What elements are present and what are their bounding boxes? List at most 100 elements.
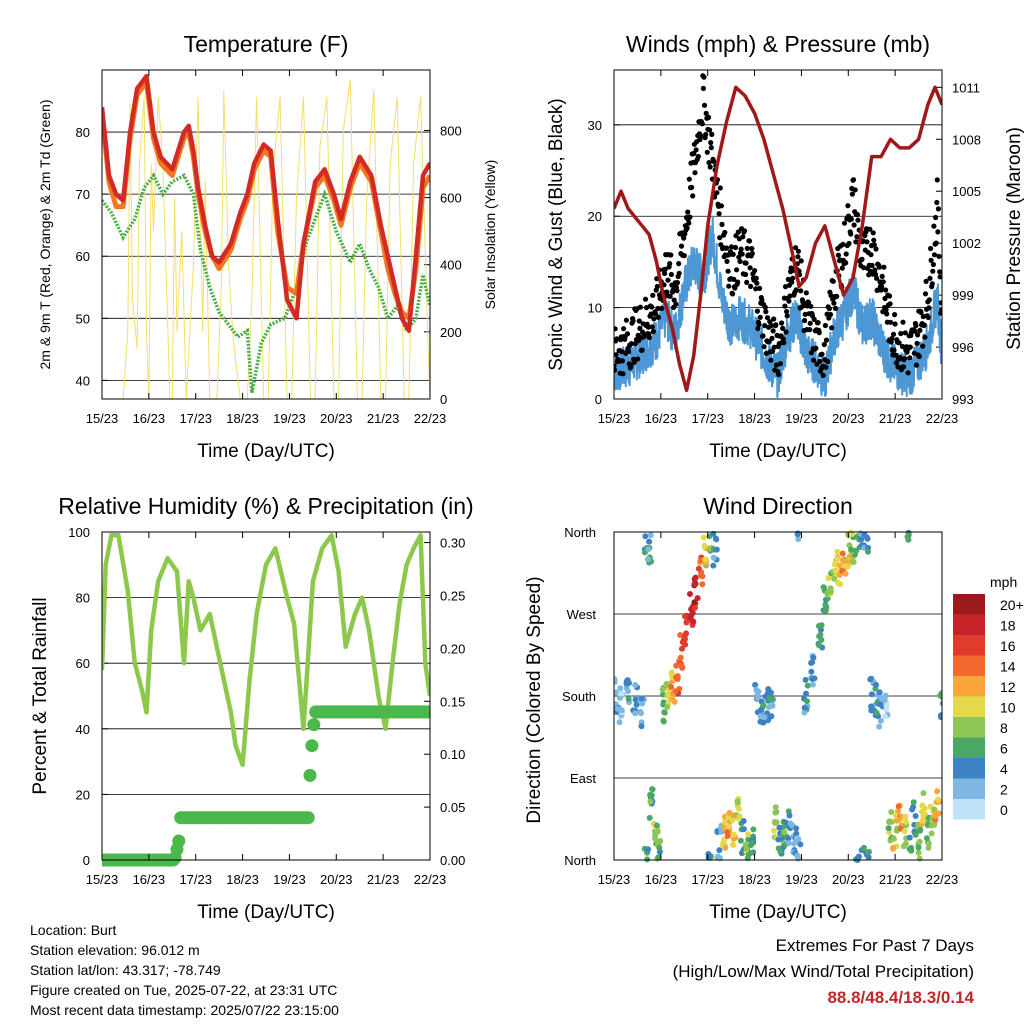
gust-point <box>916 353 922 360</box>
gust-point <box>719 221 725 227</box>
gust-point <box>887 301 893 307</box>
direction-point <box>632 710 639 717</box>
gust-point <box>930 261 937 268</box>
legend-swatch <box>953 594 985 615</box>
gust-point <box>761 344 767 350</box>
winds-y-tick-label: 30 <box>588 118 602 133</box>
solar-insolation-line <box>102 80 430 399</box>
direction-point <box>645 846 652 853</box>
gust-point <box>777 361 784 367</box>
direction-point <box>638 723 645 730</box>
legend-swatch <box>953 717 985 738</box>
direction-point <box>700 534 707 541</box>
direction-point <box>754 688 761 695</box>
gust-point <box>922 291 929 297</box>
gust-point <box>816 330 822 336</box>
direction-point <box>654 828 661 835</box>
winds-y-tick-label: 0 <box>595 392 602 407</box>
gust-point <box>632 341 639 347</box>
temperature-x-axis-label: Time (Day/UTC) <box>197 441 335 462</box>
gust-point <box>744 245 750 251</box>
direction-point <box>661 709 668 716</box>
direction-point <box>618 707 625 714</box>
gust-point <box>662 266 668 272</box>
gust-point <box>681 235 687 241</box>
direction-point <box>794 531 801 538</box>
direction-point <box>867 676 874 683</box>
gust-point <box>626 349 632 355</box>
direction-point <box>795 536 802 543</box>
gust-point <box>630 318 636 324</box>
gust-point <box>757 314 763 320</box>
humidity-y2-tick-label: 0.25 <box>440 588 465 603</box>
direction-point <box>785 840 792 847</box>
direction-point <box>645 546 652 553</box>
gust-point <box>914 340 920 346</box>
humidity-x-tick-label: 22/23 <box>414 872 447 887</box>
direction-point <box>850 559 857 565</box>
gust-point <box>723 245 730 251</box>
direction-point <box>679 664 686 671</box>
extremes-values: 88.8/48.4/18.3/0.14 <box>827 988 974 1007</box>
direction-x-tick-label: 17/23 <box>691 872 724 887</box>
gust-point <box>886 293 893 299</box>
direction-point <box>878 701 885 708</box>
direction-point <box>865 849 872 855</box>
direction-point <box>895 817 902 824</box>
gust-point <box>785 276 791 282</box>
winds-y2-tick-label: 1008 <box>952 132 981 147</box>
gust-point <box>709 131 715 137</box>
humidity-y2-tick-label: 0.10 <box>440 747 465 762</box>
legend-label: 6 <box>1000 741 1008 757</box>
gust-point <box>749 246 755 252</box>
gust-point <box>854 212 861 218</box>
direction-y-axis-label: Direction (Colored By Speed) <box>524 576 545 823</box>
legend-label: 16 <box>1000 638 1016 654</box>
gust-point <box>928 257 934 263</box>
direction-point <box>845 563 851 570</box>
gust-point <box>619 358 626 364</box>
gust-point <box>817 358 823 364</box>
gust-point <box>697 136 703 143</box>
gust-point <box>741 228 748 234</box>
gust-point <box>938 300 942 306</box>
direction-point <box>712 535 719 542</box>
gust-point <box>883 287 889 293</box>
gust-point <box>840 241 846 247</box>
gust-point <box>771 344 777 350</box>
gust-point <box>917 327 923 333</box>
direction-point <box>649 786 656 793</box>
gust-point <box>888 319 894 325</box>
gust-point <box>635 356 641 362</box>
direction-point <box>868 691 875 698</box>
direction-point <box>722 844 729 851</box>
direction-x-tick-label: 16/23 <box>645 872 678 887</box>
direction-point <box>771 818 778 825</box>
direction-point <box>761 714 768 720</box>
gust-point <box>879 283 885 290</box>
temperature-y-tick-label: 60 <box>76 249 90 264</box>
gust-point <box>867 226 873 232</box>
direction-point <box>735 805 742 812</box>
winds-x-tick-label: 16/23 <box>645 411 678 426</box>
precip-point <box>301 811 315 825</box>
legend-swatch <box>953 614 985 635</box>
direction-point <box>688 612 695 619</box>
direction-point <box>768 696 775 703</box>
gust-point <box>891 347 897 353</box>
legend-label: 10 <box>1000 700 1016 716</box>
gust-point <box>700 85 707 91</box>
gust-point <box>912 328 918 334</box>
gust-point <box>930 268 936 274</box>
gust-point <box>841 220 848 226</box>
direction-point <box>925 844 932 851</box>
gust-point <box>743 260 749 266</box>
direction-point <box>797 841 804 848</box>
winds-x-tick-label: 18/23 <box>738 411 771 426</box>
direction-point <box>809 659 816 666</box>
gust-point <box>783 329 789 335</box>
gust-point <box>826 306 833 312</box>
direction-point <box>644 856 651 863</box>
direction-point <box>915 849 922 856</box>
direction-point <box>730 835 737 842</box>
